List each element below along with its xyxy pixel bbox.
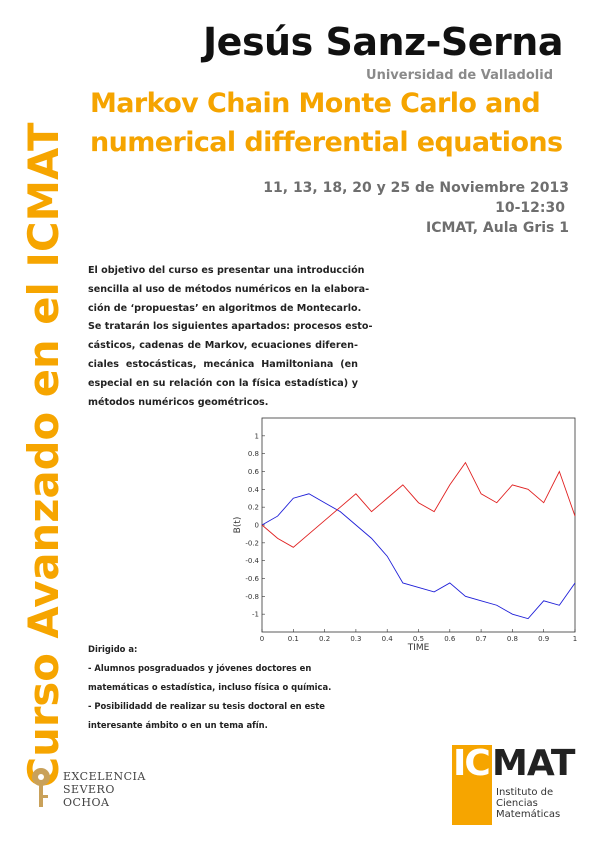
time: 10-12:30 (495, 200, 565, 216)
line-series (261, 493, 576, 620)
audience-item: - Posibilidadd de realizar su tesis doct… (88, 701, 325, 730)
text-line: Se tratarán los siguientes apartados: pr… (88, 321, 373, 333)
severo-ochoa-logo: EXCELENCIA SEVERO OCHOA (63, 770, 146, 809)
y-tick-label: 0.2 (248, 504, 259, 512)
text-line: cásticos, cadenas de Markov, ecuaciones … (88, 340, 358, 352)
speaker: Jesús Sanz-Serna (203, 20, 563, 64)
icmat-logo: IC MAT Instituto de Ciencias Matemáticas (452, 743, 575, 825)
x-tick-label: 0.2 (319, 635, 330, 643)
y-tick-label: 1 (255, 432, 259, 440)
logo-text: Ciencias (496, 798, 538, 809)
affiliation: Universidad de Valladolid (366, 68, 553, 83)
logo-text: SEVERO (63, 783, 115, 796)
logo-text: OCHOA (63, 796, 110, 809)
plot-frame (261, 417, 576, 633)
x-tick-label: 0.9 (538, 635, 549, 643)
course-title: numerical differential equations (90, 127, 563, 158)
course-title: Markov Chain Monte Carlo and (90, 88, 541, 119)
x-axis-label: TIME (407, 643, 430, 652)
chart: -1 -0.8 -0.6 -0.4 -0.2 0 0.2 0.4 0.6 0.8 1 0 0.1 0.2 0… (233, 417, 577, 652)
logo-box (452, 745, 492, 825)
severo-ochoa-icon (32, 768, 50, 807)
audience: Dirigido a: - Alumnos posgraduados y jóv… (88, 640, 368, 735)
x-tick-label: 0.4 (382, 635, 394, 643)
y-tick-label: -0.4 (245, 557, 259, 565)
text-line: El objetivo del curso es presentar una i… (88, 265, 365, 276)
audience-heading: Dirigido a: (88, 644, 138, 654)
y-tick-label: 0.6 (248, 468, 260, 476)
y-tick-label: -1 (252, 611, 259, 619)
sidebar: Curso Avanzado en el ICMAT (19, 122, 68, 787)
y-axis-label: B(t) (233, 517, 243, 534)
x-tick-label: 0 (260, 635, 264, 643)
text-line: métodos numéricos geométricos. (88, 396, 269, 408)
y-tick-label: -0.8 (245, 593, 259, 601)
x-tick-label: 0.6 (444, 635, 456, 643)
logo-mat: MAT (492, 743, 575, 784)
logo-text: EXCELENCIA (63, 770, 146, 783)
y-tick-label: 0.8 (248, 450, 259, 458)
text-line: ciales estocásticas, mecánica Hamiltonia… (88, 358, 358, 370)
y-tick-label: -0.2 (245, 539, 259, 547)
dates: 11, 13, 18, 20 y 25 de Noviembre 2013 (263, 180, 569, 196)
x-tick-label: 0.1 (288, 635, 299, 643)
x-tick-label: 1 (573, 635, 577, 643)
y-tick-label: -0.6 (245, 575, 259, 583)
description: El objetivo del curso es presentar una i… (88, 262, 373, 412)
text-line: sencilla al uso de métodos numéricos en … (88, 283, 370, 295)
place: ICMAT, Aula Gris 1 (426, 220, 569, 236)
logo-name: Instituto de Ciencias Matemáticas (496, 787, 560, 820)
text-line: ción de ‘propuestas’ en algoritmos de Mo… (88, 302, 362, 314)
x-tick-label: 0.5 (413, 635, 424, 643)
y-tick-label: 0 (255, 522, 259, 530)
sidebar-title: Curso Avanzado en el ICMAT (19, 122, 68, 787)
audience-item: - Alumnos posgraduados y jóvenes doctore… (88, 663, 332, 692)
text-line: especial en su relación con la física es… (88, 377, 358, 389)
x-tick-label: 0.7 (476, 635, 487, 643)
x-tick-label: 0.8 (507, 635, 518, 643)
y-tick-label: 0.4 (248, 486, 260, 494)
logo-text: Instituto de (496, 787, 554, 798)
line-series (261, 461, 576, 548)
x-tick-label: 0.3 (350, 635, 361, 643)
logo-ic: IC (453, 743, 491, 784)
logo-text: Matemáticas (496, 809, 561, 820)
